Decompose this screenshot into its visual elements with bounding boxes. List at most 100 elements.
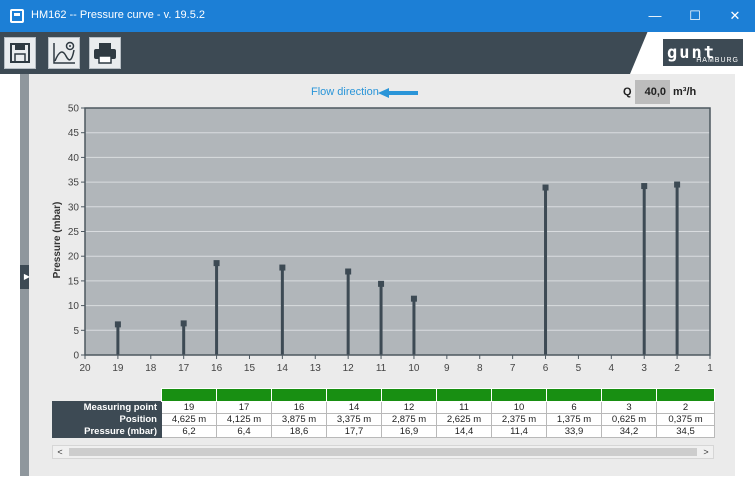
pressure-marker	[180, 320, 187, 327]
table-row: Measuring point 19 17 16 14 12 11 10 6 3 2	[52, 401, 715, 414]
table-cell: 34,5	[656, 425, 715, 438]
x-tick-label: 10	[408, 363, 420, 374]
x-tick-label: 9	[444, 363, 450, 374]
print-button[interactable]	[89, 37, 121, 69]
flow-rate-value: 40,0	[635, 80, 670, 104]
y-tick-label: 15	[68, 276, 80, 287]
table-cell: 12	[381, 401, 437, 414]
pressure-marker	[213, 260, 220, 267]
y-tick-label: 20	[68, 252, 80, 263]
x-tick-label: 1	[707, 363, 713, 374]
x-tick-label: 14	[277, 363, 289, 374]
y-tick-label: 50	[68, 104, 80, 115]
x-tick-label: 2	[674, 363, 680, 374]
pressure-marker	[114, 321, 121, 328]
table-cell: 3,875 m	[271, 413, 327, 426]
row-header: Measuring point	[52, 401, 162, 414]
scroll-left-button[interactable]: <	[57, 447, 63, 457]
pressure-marker	[345, 268, 352, 275]
chart-settings-button[interactable]	[48, 37, 80, 69]
save-button[interactable]	[4, 37, 36, 69]
table-cell: 3	[601, 401, 657, 414]
x-tick-label: 19	[112, 363, 124, 374]
y-tick-label: 40	[68, 153, 80, 164]
scroll-thumb[interactable]	[69, 448, 697, 456]
table-cell: 18,6	[271, 425, 327, 438]
y-tick-label: 30	[68, 202, 80, 213]
y-tick-label: 35	[68, 178, 80, 189]
pressure-marker	[378, 280, 385, 287]
column-header-cell[interactable]	[546, 388, 602, 402]
x-tick-label: 7	[510, 363, 516, 374]
column-header-cell[interactable]	[656, 388, 715, 402]
measurement-table: Measuring point 19 17 16 14 12 11 10 6 3 2 Position…	[52, 388, 715, 438]
table-cell: 16,9	[381, 425, 437, 438]
x-tick-label: 11	[376, 363, 387, 374]
logo-wordmark: gunt	[667, 43, 716, 63]
x-tick-label: 6	[543, 363, 549, 374]
maximize-button[interactable]: ☐	[689, 8, 701, 23]
x-tick-label: 15	[244, 363, 256, 374]
table-cell: 0,625 m	[601, 413, 657, 426]
table-cell: 1,375 m	[546, 413, 602, 426]
x-tick-label: 18	[145, 363, 157, 374]
app-icon	[10, 9, 24, 23]
column-header-cell[interactable]	[436, 388, 492, 402]
table-cell: 33,9	[546, 425, 602, 438]
table-cell: 14	[326, 401, 382, 414]
table-cell: 4,625 m	[161, 413, 217, 426]
flow-rate-unit: m³/h	[673, 86, 697, 98]
column-header-cell[interactable]	[326, 388, 382, 402]
y-axis-label: Pressure (mbar)	[52, 202, 63, 279]
table-cell: 17	[216, 401, 272, 414]
x-tick-label: 12	[343, 363, 355, 374]
table-corner	[53, 389, 162, 402]
column-header-cell[interactable]	[381, 388, 437, 402]
pressure-marker	[410, 295, 417, 302]
column-header-cell[interactable]	[601, 388, 657, 402]
table-cell: 10	[491, 401, 547, 414]
pressure-marker	[542, 184, 549, 191]
gunt-logo: gunt HAMBURG	[630, 32, 755, 74]
flow-rate-label: Q	[623, 86, 632, 98]
x-tick-label: 13	[310, 363, 322, 374]
table-header-row	[53, 388, 715, 402]
table-horizontal-scrollbar[interactable]: < >	[52, 445, 714, 459]
table-cell: 2,375 m	[491, 413, 547, 426]
table-cell: 2	[656, 401, 715, 414]
title-bar: HM162 -- Pressure curve - v. 19.5.2 — ☐ …	[0, 0, 755, 32]
table-cell: 4,125 m	[216, 413, 272, 426]
table-cell: 14,4	[436, 425, 492, 438]
print-icon	[94, 43, 116, 64]
toolbar: gunt HAMBURG	[0, 32, 755, 74]
x-tick-label: 3	[641, 363, 647, 374]
y-tick-label: 5	[73, 326, 79, 337]
close-button[interactable]: ✕	[729, 8, 741, 23]
column-header-cell[interactable]	[161, 388, 217, 402]
x-tick-label: 5	[576, 363, 582, 374]
scroll-right-button[interactable]: >	[703, 447, 709, 457]
row-header: Position	[52, 413, 162, 426]
table-cell: 6	[546, 401, 602, 414]
table-cell: 34,2	[601, 425, 657, 438]
chart-settings-icon	[53, 41, 75, 64]
table-row: Position 4,625 m 4,125 m 3,875 m 3,375 m 2,87…	[52, 413, 715, 426]
y-tick-label: 45	[68, 128, 80, 139]
table-cell: 6,4	[216, 425, 272, 438]
window-title: HM162 -- Pressure curve - v. 19.5.2	[31, 9, 206, 21]
column-header-cell[interactable]	[491, 388, 547, 402]
flow-direction-label: Flow direction	[311, 86, 379, 98]
table-cell: 17,7	[326, 425, 382, 438]
y-tick-label: 10	[68, 301, 80, 312]
pressure-marker	[674, 181, 681, 188]
table-cell: 3,375 m	[326, 413, 382, 426]
y-tick-label: 25	[68, 227, 80, 238]
column-header-cell[interactable]	[271, 388, 327, 402]
x-tick-label: 8	[477, 363, 483, 374]
save-icon	[10, 43, 30, 63]
x-tick-label: 20	[79, 363, 91, 374]
table-cell: 0,375 m	[656, 413, 715, 426]
column-header-cell[interactable]	[216, 388, 272, 402]
minimize-button[interactable]: —	[648, 8, 662, 23]
